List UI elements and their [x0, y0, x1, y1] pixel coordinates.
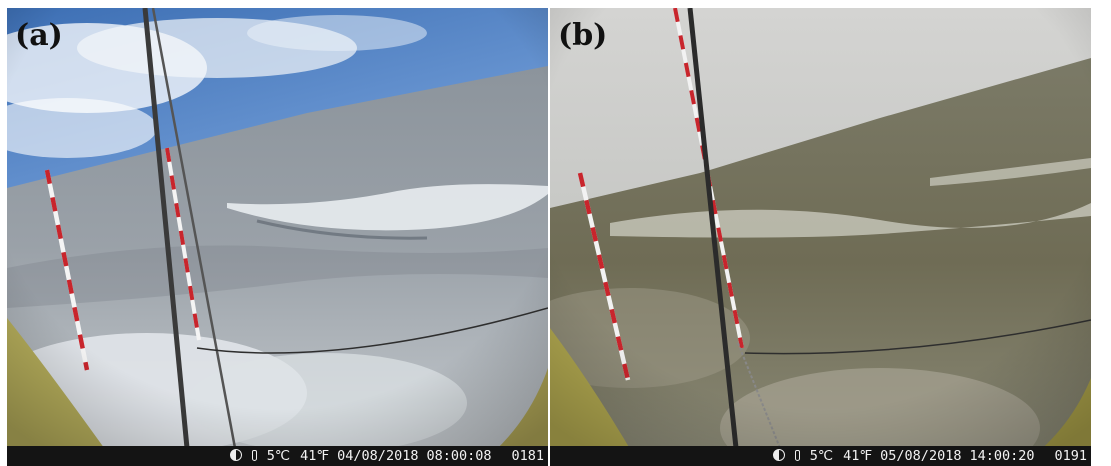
capture-time: 08:00:08	[426, 448, 492, 464]
capture-date: 04/08/2018	[337, 448, 419, 464]
ice-sheet-scene-b	[550, 8, 1091, 466]
panel-label: (a)	[15, 18, 63, 53]
frame-counter: 0181	[511, 448, 544, 464]
temperature-fahrenheit: 41℉	[843, 448, 873, 464]
temperature-celsius: 5℃	[266, 448, 291, 464]
thermometer-icon	[794, 450, 800, 461]
panel-label: (b)	[558, 18, 608, 53]
temperature-celsius: 5℃	[809, 448, 834, 464]
thermometer-icon	[251, 450, 257, 461]
ice-sheet-scene-a	[7, 8, 548, 466]
camera-frame-b: (b) 5℃ 41℉ 05/08/2018 14:00:20 0191	[550, 8, 1091, 466]
camera-frame-a: (a) 5℃ 41℉ 04/08/2018 08:00:08 0181	[7, 8, 548, 466]
camera-status-bar: 5℃ 41℉ 04/08/2018 08:00:08 0181	[7, 446, 548, 466]
temperature-fahrenheit: 41℉	[300, 448, 330, 464]
capture-date: 05/08/2018	[880, 448, 962, 464]
moon-phase-icon	[772, 449, 785, 461]
camera-status-bar: 5℃ 41℉ 05/08/2018 14:00:20 0191	[550, 446, 1091, 466]
frame-counter: 0191	[1054, 448, 1087, 464]
moon-phase-icon	[229, 449, 242, 461]
capture-time: 14:00:20	[969, 448, 1035, 464]
